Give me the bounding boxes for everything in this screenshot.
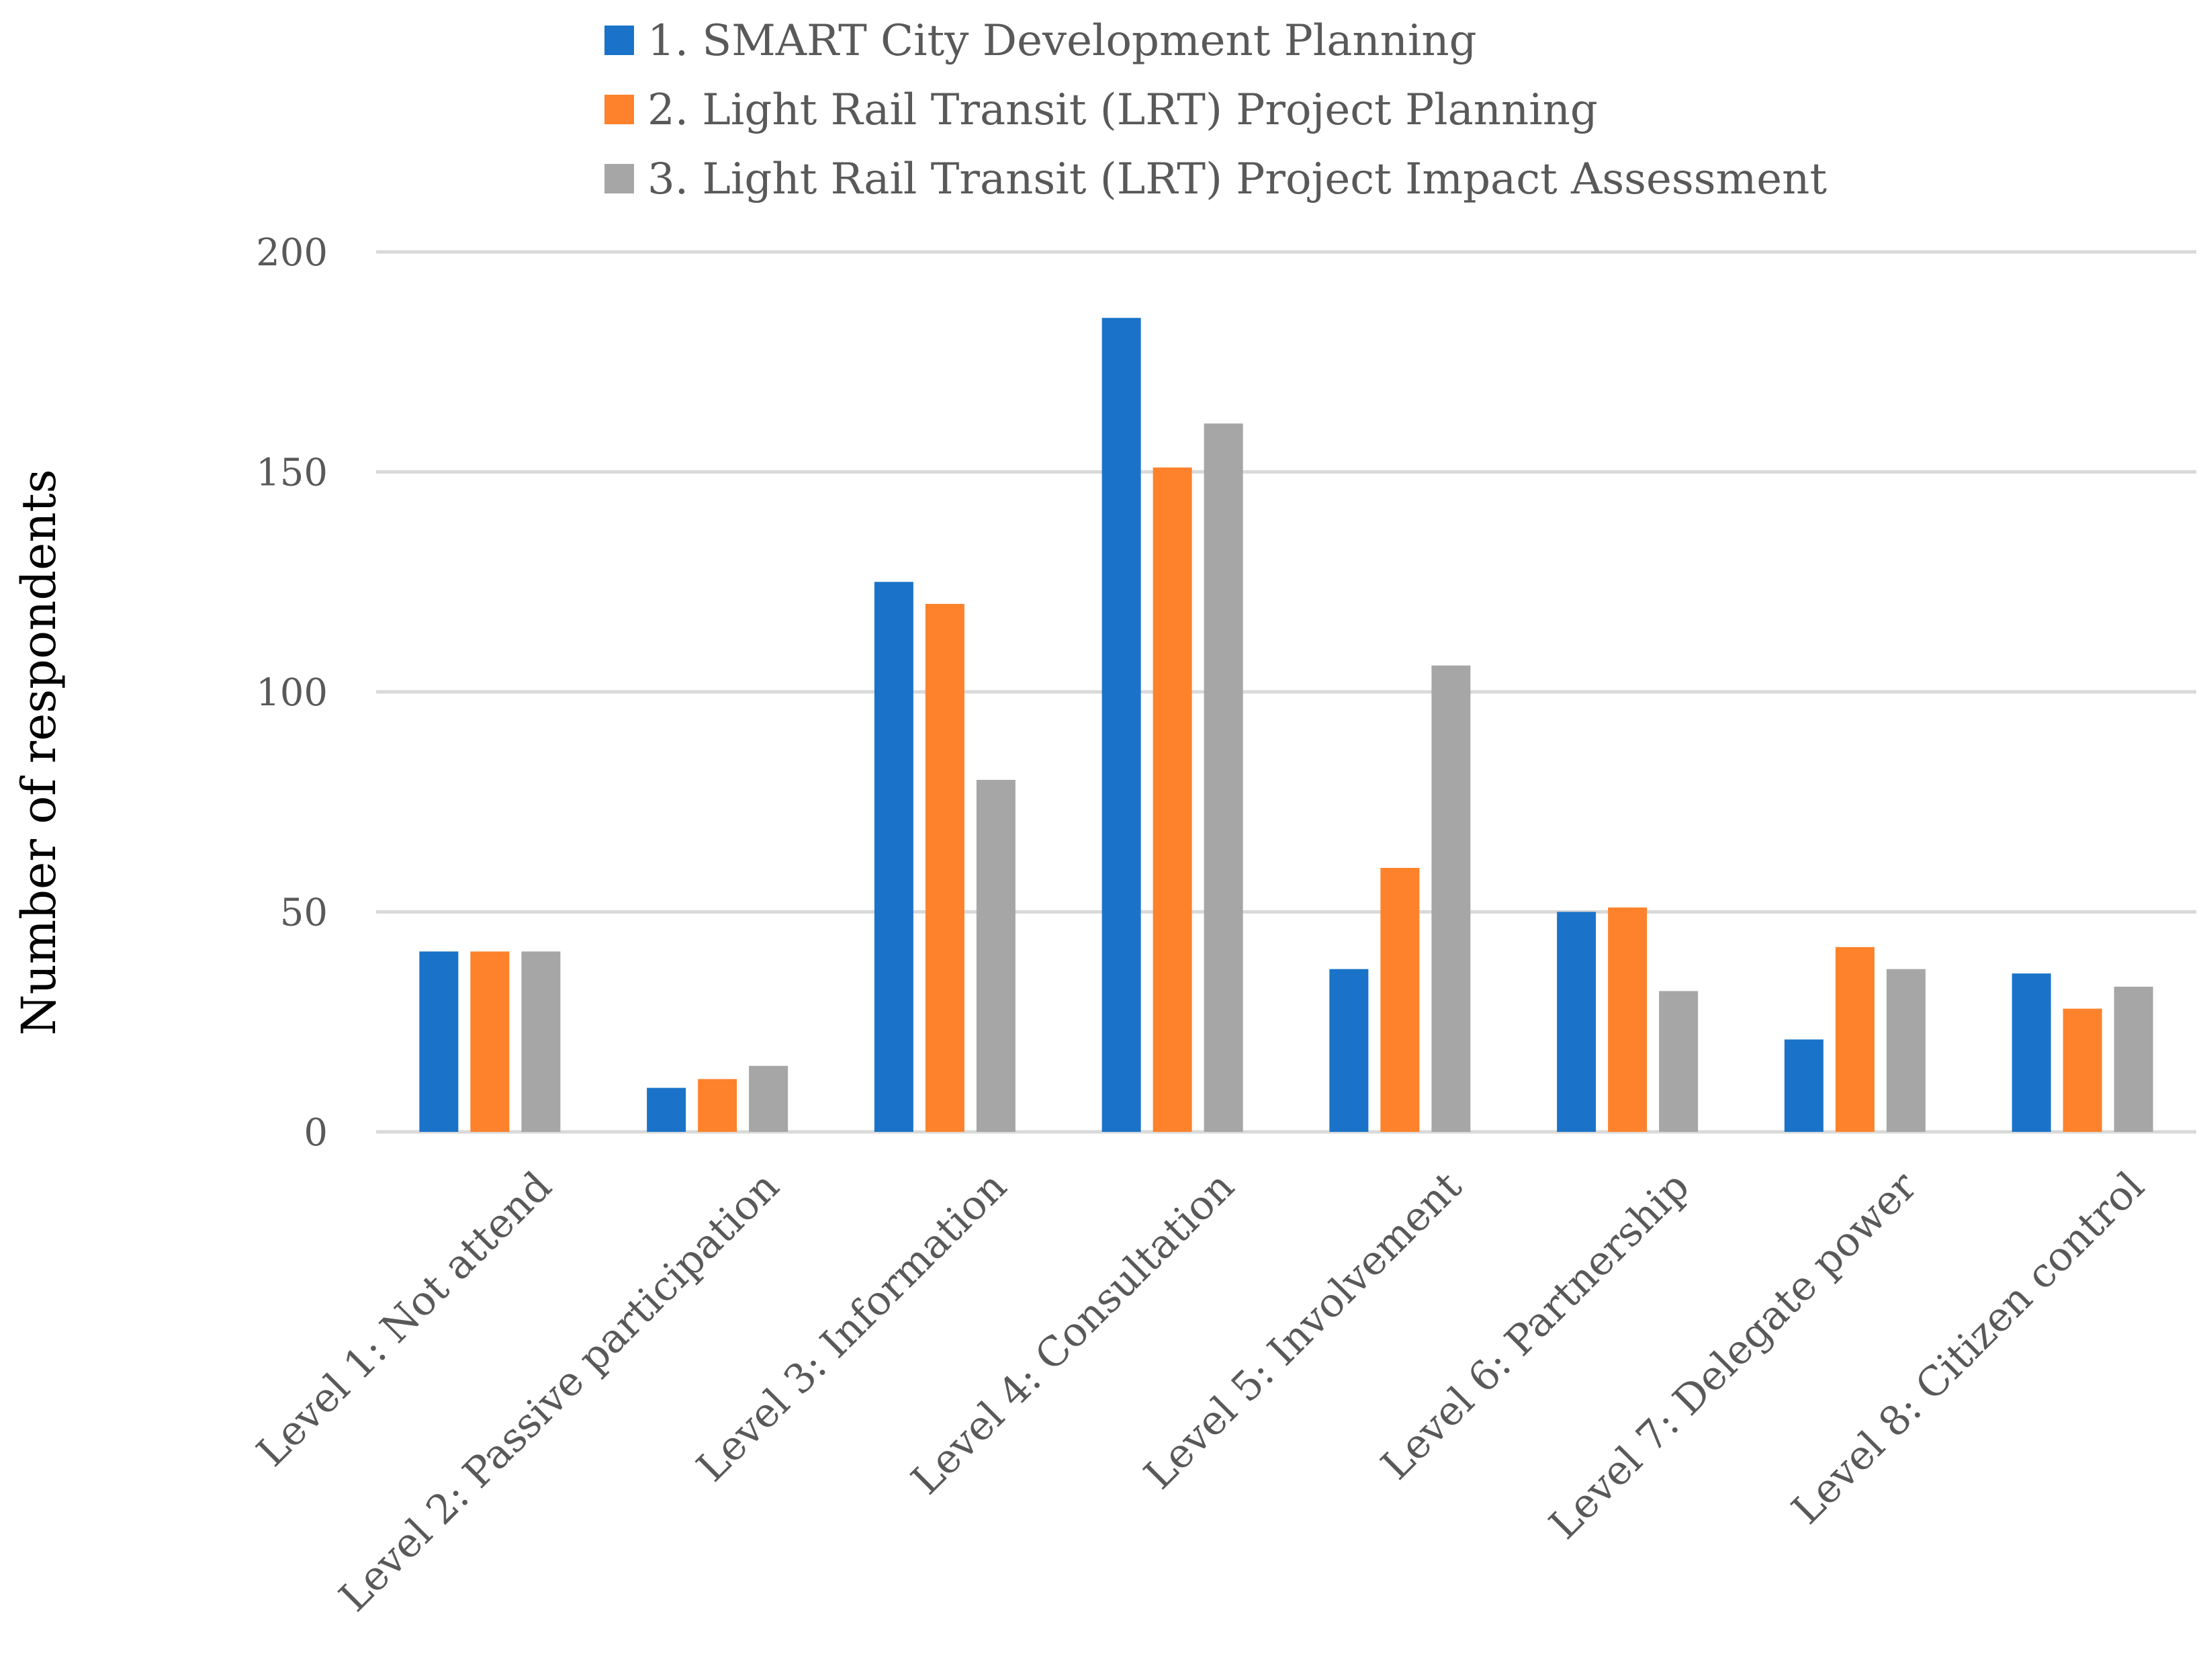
bar-series-3-category-7 [1886, 969, 1926, 1132]
bar-series-3-category-6 [1659, 991, 1699, 1132]
bar-series-1-category-7 [1784, 1039, 1823, 1132]
bar-series-3-category-1 [521, 951, 561, 1132]
y-tick-label: 0 [304, 1111, 328, 1155]
bar-series-1-category-3 [874, 582, 913, 1132]
x-category-label: Level 7: Delegate power [1540, 1163, 1926, 1548]
bar-series-3-category-4 [1204, 423, 1243, 1133]
legend-label-2: 2. Light Rail Transit (LRT) Project Plan… [647, 85, 1598, 135]
x-category-label: Level 2: Passive participation [330, 1163, 789, 1621]
bar-series-2-category-3 [925, 604, 964, 1132]
y-tick-label: 100 [256, 671, 328, 715]
bar-series-3-category-8 [2114, 986, 2153, 1132]
bar-series-1-category-5 [1329, 969, 1369, 1132]
legend-swatch-1 [604, 26, 634, 55]
bar-series-2-category-2 [698, 1079, 737, 1132]
bar-series-3-category-3 [976, 780, 1016, 1132]
bar-series-2-category-7 [1835, 946, 1875, 1132]
bar-series-2-category-8 [2063, 1008, 2102, 1132]
legend-swatch-2 [604, 95, 634, 124]
bars [419, 318, 2153, 1133]
y-tick-label: 200 [256, 231, 328, 275]
bar-series-2-category-4 [1153, 467, 1192, 1132]
legend: 1. SMART City Development Planning 2. Lig… [604, 16, 1827, 204]
y-axis-ticks: 0 50 100 150 200 [256, 231, 328, 1155]
bar-series-3-category-5 [1431, 665, 1471, 1132]
bar-series-2-category-6 [1608, 907, 1648, 1132]
bar-series-1-category-1 [419, 951, 459, 1132]
bar-series-1-category-2 [647, 1088, 686, 1132]
bar-series-3-category-2 [749, 1065, 789, 1132]
bar-series-1-category-6 [1557, 912, 1596, 1132]
legend-label-3: 3. Light Rail Transit (LRT) Project Impa… [647, 154, 1827, 204]
bar-series-1-category-8 [2012, 973, 2051, 1132]
legend-label-1: 1. SMART City Development Planning [647, 16, 1477, 66]
bar-series-1-category-4 [1101, 318, 1141, 1132]
legend-swatch-3 [604, 164, 634, 193]
bar-series-2-category-5 [1380, 868, 1420, 1132]
y-tick-label: 50 [280, 891, 328, 935]
y-tick-label: 150 [256, 451, 328, 495]
bar-series-2-category-1 [470, 951, 510, 1132]
y-axis-title: Number of respondents [11, 469, 66, 1035]
